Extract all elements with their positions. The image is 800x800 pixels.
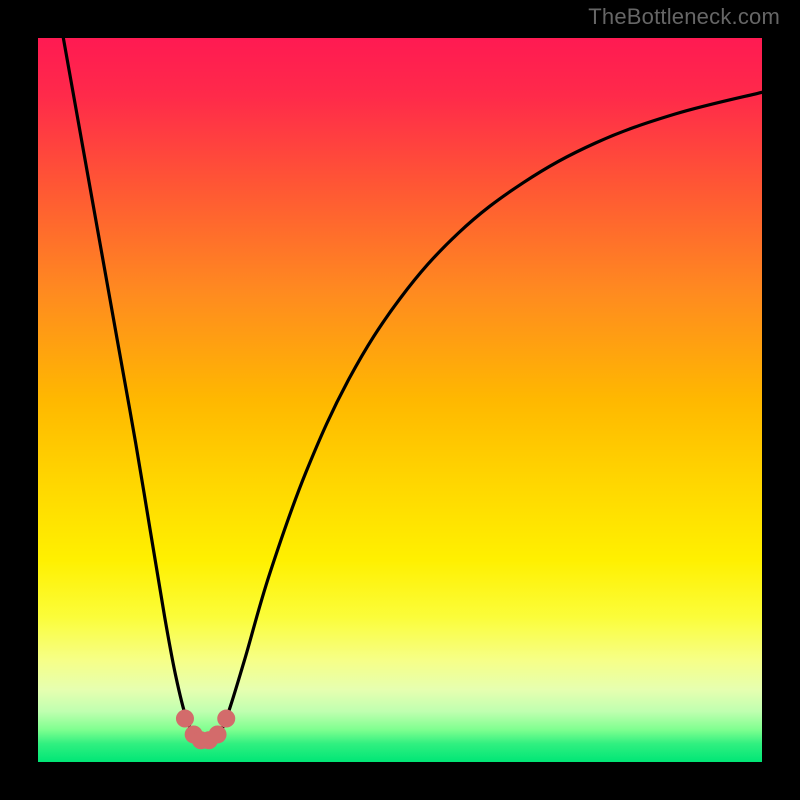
attribution-text: TheBottleneck.com [588, 4, 780, 30]
bottleneck-curve [38, 38, 762, 762]
trough-marker [217, 710, 235, 728]
trough-markers [176, 710, 235, 750]
curve-line [63, 38, 762, 741]
trough-marker [209, 725, 227, 743]
plot-area [38, 38, 762, 762]
trough-marker [176, 710, 194, 728]
